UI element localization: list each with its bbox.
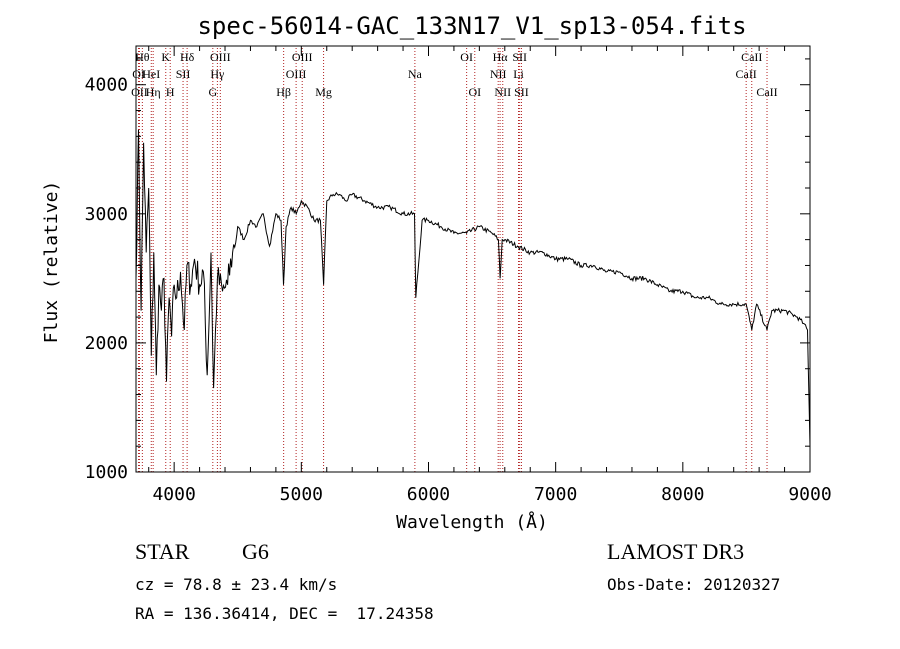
line-marker-label: Hθ — [135, 50, 150, 64]
x-tick-label: 6000 — [407, 484, 450, 505]
line-marker-label: OIII — [292, 50, 313, 64]
line-marker-label: NII — [494, 85, 511, 99]
line-marker-label: SII — [176, 67, 191, 81]
x-axis-ticks: 4000 5000 6000 7000 8000 9000 — [148, 46, 832, 505]
line-marker-label: CaII — [756, 85, 777, 99]
survey-label: LAMOST DR3 — [607, 539, 745, 564]
x-tick-label: 4000 — [152, 484, 195, 505]
line-marker-label: OI — [132, 67, 145, 81]
line-marker-label: OIII — [210, 50, 231, 64]
y-tick-label: 2000 — [85, 333, 128, 354]
line-marker-label: OI — [460, 50, 473, 64]
line-marker-label: OIII — [286, 67, 307, 81]
y-tick-label: 1000 — [85, 462, 128, 483]
line-marker-label: Hα — [493, 50, 509, 64]
line-marker-label: K — [161, 50, 170, 64]
line-marker-label: HeI — [142, 67, 160, 81]
x-tick-label: 7000 — [534, 484, 577, 505]
line-marker-label: CaII — [741, 50, 762, 64]
line-marker-label: H — [166, 85, 175, 99]
line-marker-label: Hδ — [180, 50, 195, 64]
y-axis-ticks: 1000 2000 3000 4000 — [85, 58, 810, 483]
velocity-text: cz = 78.8 ± 23.4 km/s — [135, 575, 338, 594]
chart-title: spec-56014-GAC_133N17_V1_sp13-054.fits — [197, 12, 746, 40]
y-axis-label: Flux (relative) — [41, 181, 62, 344]
x-tick-label: 8000 — [661, 484, 704, 505]
line-marker-label: CaII — [735, 67, 756, 81]
line-marker-label: Na — [408, 67, 423, 81]
flux-series-line — [135, 129, 811, 447]
object-class: STAR — [135, 539, 190, 564]
line-markers — [138, 48, 768, 472]
line-marker-label: Hγ — [210, 67, 225, 81]
y-tick-label: 3000 — [85, 204, 128, 225]
line-marker-label: Hβ — [276, 85, 291, 99]
obs-date-text: Obs-Date: 20120327 — [607, 575, 781, 594]
line-marker-label: OII — [131, 85, 148, 99]
line-marker-label: Li — [513, 67, 524, 81]
line-marker-label: SII — [512, 50, 527, 64]
object-subclass: G6 — [242, 539, 269, 564]
line-marker-label: Hη — [146, 85, 161, 99]
line-marker-label: G — [208, 85, 217, 99]
coordinates-text: RA = 136.36414, DEC = 17.24358 — [135, 604, 434, 623]
x-axis-label: Wavelength (Å) — [396, 511, 548, 533]
x-tick-label: 9000 — [788, 484, 831, 505]
x-tick-label: 5000 — [280, 484, 323, 505]
line-marker-label: Mg — [315, 85, 332, 99]
line-marker-label: OI — [468, 85, 481, 99]
line-marker-label: NII — [490, 67, 507, 81]
plot-frame — [135, 45, 811, 473]
line-marker-label: SII — [514, 85, 529, 99]
y-tick-label: 4000 — [85, 75, 128, 96]
